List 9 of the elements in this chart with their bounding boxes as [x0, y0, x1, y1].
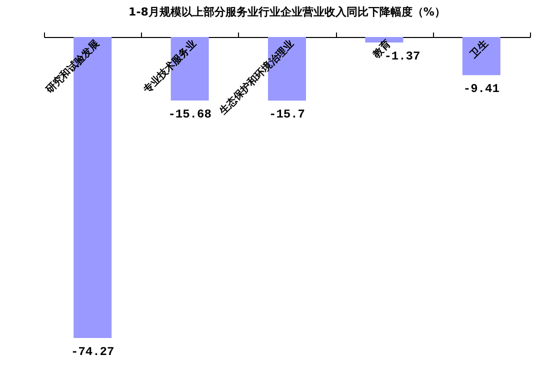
data-label: -15.7: [268, 108, 306, 122]
data-label: -1.37: [384, 50, 420, 64]
data-label: -74.27: [70, 345, 114, 359]
chart-title: 1-8月规模以上部分服务业行业企业营业收入同比下降幅度（%）: [128, 6, 446, 18]
x-tick-label: 卫生: [467, 38, 491, 62]
x-tick-label: 专业技术服务业: [140, 38, 199, 96]
data-label: -9.41: [463, 82, 500, 96]
data-label: -15.68: [168, 108, 212, 122]
x-tick-label: 研究和试验发展: [43, 38, 102, 96]
